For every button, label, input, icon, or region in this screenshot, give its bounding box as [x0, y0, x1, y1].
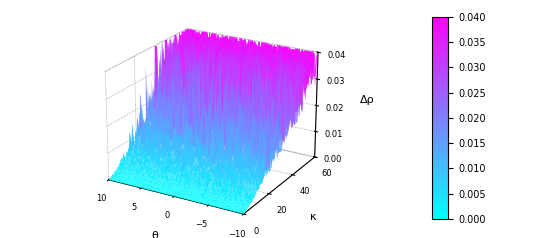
Y-axis label: κ: κ: [309, 212, 316, 222]
X-axis label: θ: θ: [151, 231, 158, 238]
